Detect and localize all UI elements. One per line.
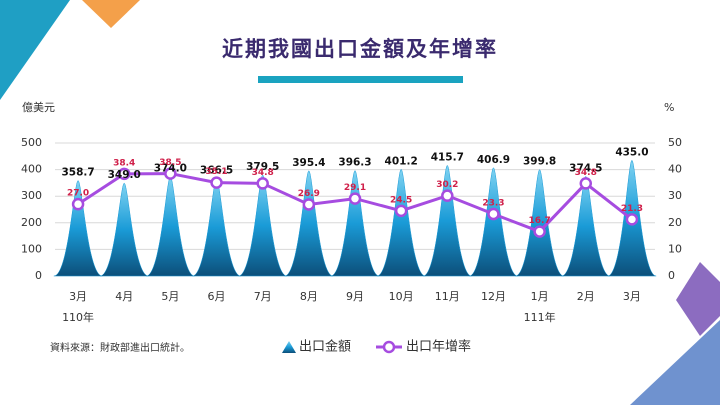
line-point bbox=[487, 207, 500, 221]
bar bbox=[376, 169, 426, 277]
line-point bbox=[394, 204, 408, 218]
line-value-label: 38.4 bbox=[113, 158, 135, 168]
line-value-label: 38.5 bbox=[159, 158, 181, 168]
line-value-label: 34.8 bbox=[252, 168, 274, 178]
bar bbox=[146, 176, 195, 277]
bar-value-label: 374.5 bbox=[569, 162, 602, 174]
line-point bbox=[117, 167, 131, 181]
line-value-label: 21.3 bbox=[621, 204, 643, 214]
chart-title: 近期我國出口金額及年增率 bbox=[222, 37, 498, 61]
x-tick-label: 7月 bbox=[254, 290, 272, 303]
bar bbox=[422, 165, 472, 277]
x-tick-label: 3月 bbox=[69, 290, 87, 303]
line-value-label: 34.8 bbox=[575, 168, 597, 178]
y-tick-label: 300 bbox=[21, 189, 42, 202]
bar bbox=[515, 169, 564, 277]
line-value-label: 23.3 bbox=[482, 199, 504, 209]
x-tick-label: 5月 bbox=[161, 290, 179, 303]
legend-swatch bbox=[382, 340, 396, 354]
line-value-label: 26.9 bbox=[298, 189, 320, 199]
y-tick-label: 500 bbox=[21, 136, 42, 149]
bar-value-label: 349.0 bbox=[108, 169, 141, 181]
x-tick-label: 12月 bbox=[481, 290, 506, 303]
legend-label: 出口金額 bbox=[299, 339, 351, 355]
bar-value-label: 396.3 bbox=[338, 157, 371, 169]
line-point bbox=[348, 192, 362, 205]
source-note: 資料來源：財政部進出口統計。 bbox=[50, 341, 190, 354]
bar bbox=[469, 167, 518, 277]
line-point bbox=[625, 213, 639, 226]
line-point bbox=[302, 198, 316, 211]
bar-value-label: 358.7 bbox=[61, 167, 94, 179]
bar-value-label: 406.9 bbox=[477, 154, 510, 166]
corner-decoration bbox=[676, 262, 720, 336]
y-tick-label: 100 bbox=[21, 242, 42, 255]
bar-value-label: 366.5 bbox=[200, 165, 233, 177]
line-point bbox=[164, 167, 177, 180]
bar bbox=[238, 174, 288, 277]
y2-axis-label: % bbox=[664, 101, 674, 114]
legend-swatch bbox=[282, 341, 296, 353]
line-value-label: 35.1 bbox=[205, 167, 227, 177]
x-tick-label: 8月 bbox=[300, 290, 318, 303]
line-point bbox=[256, 177, 269, 190]
line-point bbox=[533, 225, 546, 238]
y2-tick-label: 50 bbox=[668, 136, 682, 149]
bar bbox=[561, 176, 611, 277]
bar-value-label: 374.0 bbox=[154, 163, 187, 175]
bar-value-label: 379.5 bbox=[246, 161, 279, 173]
line-value-label: 30.2 bbox=[436, 180, 458, 190]
bar bbox=[330, 170, 380, 277]
bar bbox=[284, 170, 334, 277]
corner-decoration bbox=[630, 320, 720, 405]
line-value-label: 27.0 bbox=[67, 189, 89, 199]
line-value-label: 24.5 bbox=[390, 195, 412, 205]
line-point bbox=[71, 197, 85, 211]
corner-decoration bbox=[0, 0, 70, 100]
x-tick-label: 10月 bbox=[389, 290, 414, 303]
line-value-label: 29.1 bbox=[344, 183, 366, 193]
bar-value-label: 395.4 bbox=[292, 157, 325, 169]
y-tick-label: 200 bbox=[21, 216, 42, 229]
x-tick-label: 2月 bbox=[577, 290, 595, 303]
bar-value-label: 415.7 bbox=[431, 151, 464, 163]
y2-tick-label: 40 bbox=[668, 163, 682, 176]
year-label: 110年 bbox=[62, 310, 94, 324]
legend-label: 出口年增率 bbox=[406, 339, 471, 355]
bar-value-label: 399.8 bbox=[523, 156, 556, 168]
y-axis-label: 億美元 bbox=[22, 101, 55, 114]
corner-decoration bbox=[82, 0, 140, 28]
line-point bbox=[441, 189, 454, 202]
year-label: 111年 bbox=[524, 310, 556, 324]
y2-tick-label: 10 bbox=[668, 242, 682, 255]
line-point bbox=[210, 176, 223, 189]
bar bbox=[53, 180, 103, 277]
x-tick-label: 11月 bbox=[435, 290, 460, 303]
bar-value-label: 401.2 bbox=[385, 155, 418, 167]
line-value-label: 16.7 bbox=[529, 216, 551, 226]
y2-tick-label: 30 bbox=[668, 189, 682, 202]
y2-tick-label: 20 bbox=[668, 216, 682, 229]
title-underline bbox=[258, 76, 463, 83]
x-tick-label: 6月 bbox=[208, 290, 226, 303]
bar-value-label: 435.0 bbox=[615, 146, 648, 158]
y2-tick-label: 0 bbox=[668, 269, 675, 282]
y-tick-label: 400 bbox=[21, 163, 42, 176]
line-point bbox=[579, 177, 593, 190]
bar bbox=[192, 178, 241, 277]
x-tick-label: 1月 bbox=[531, 290, 549, 303]
x-tick-label: 4月 bbox=[115, 290, 133, 303]
bar bbox=[99, 182, 149, 277]
x-tick-label: 9月 bbox=[346, 290, 364, 303]
x-tick-label: 3月 bbox=[623, 290, 641, 303]
y-tick-label: 0 bbox=[35, 269, 42, 282]
